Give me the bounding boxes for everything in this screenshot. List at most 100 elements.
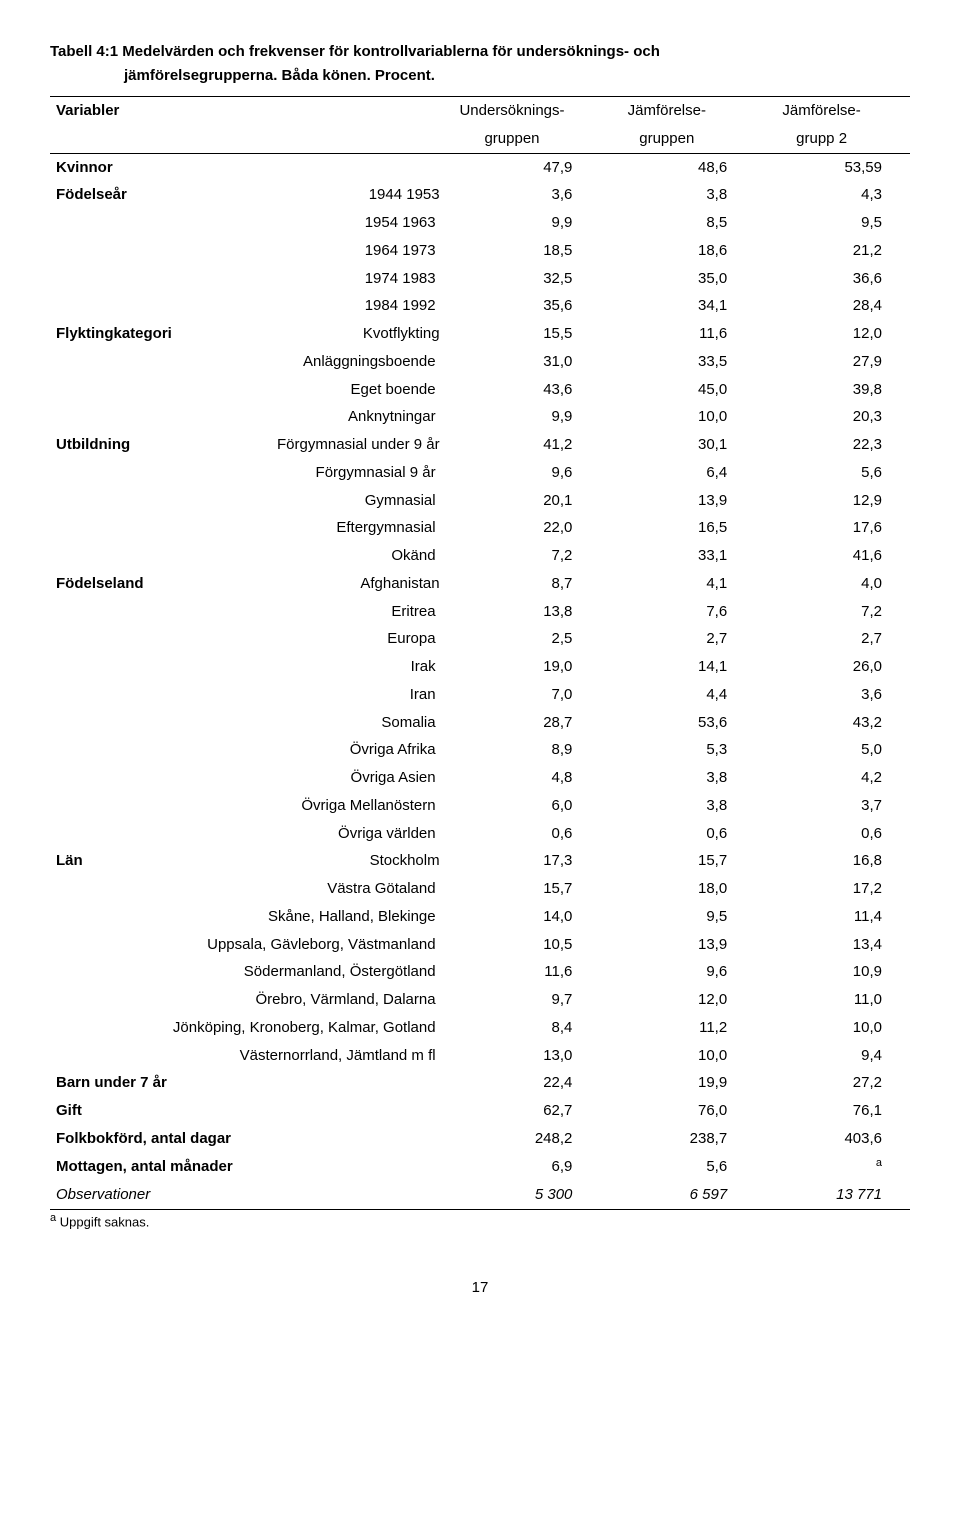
table-row: Örebro, Värmland, Dalarna9,712,011,0 <box>50 986 910 1014</box>
cell-value: 9,5 <box>755 209 910 237</box>
cell-value: 41,2 <box>446 431 601 459</box>
cell-value: 47,9 <box>446 153 601 181</box>
row-label: Förgymnasial 9 år <box>50 459 446 487</box>
cell-value: 13,8 <box>446 598 601 626</box>
table-row: 1954 19639,98,59,5 <box>50 209 910 237</box>
cell-value: 4,2 <box>755 764 910 792</box>
header-col1a: Undersöknings- <box>446 97 601 125</box>
row-label: Somalia <box>50 709 446 737</box>
cell-value: a <box>755 1153 910 1182</box>
row-label: Gift <box>50 1097 446 1125</box>
row-label: Övriga Afrika <box>50 736 446 764</box>
cell-value: 10,0 <box>755 1014 910 1042</box>
table-row: Mottagen, antal månader6,95,6a <box>50 1153 910 1182</box>
cell-value: 9,9 <box>446 403 601 431</box>
cell-value: 45,0 <box>600 376 755 404</box>
table-body: Kvinnor47,948,653,59Födelseår1944 19533,… <box>50 153 910 1210</box>
cell-value: 5 300 <box>446 1181 601 1209</box>
table-row: Skåne, Halland, Blekinge14,09,511,4 <box>50 903 910 931</box>
cell-value: 3,7 <box>755 792 910 820</box>
row-label: FödelselandAfghanistan <box>50 570 446 598</box>
cell-value: 48,6 <box>600 153 755 181</box>
title-line-2: jämförelsegrupperna. Båda könen. Procent… <box>50 67 435 84</box>
row-label: Folkbokförd, antal dagar <box>50 1125 446 1153</box>
cell-value: 15,7 <box>446 875 601 903</box>
cell-value: 10,0 <box>600 403 755 431</box>
cell-value: 35,0 <box>600 265 755 293</box>
cell-value: 19,0 <box>446 653 601 681</box>
footnote-text: Uppgift saknas. <box>56 1214 149 1229</box>
page-number: 17 <box>50 1279 910 1296</box>
cell-value: 5,6 <box>600 1153 755 1182</box>
table-row: Okänd7,233,141,6 <box>50 542 910 570</box>
cell-value: 53,6 <box>600 709 755 737</box>
row-label: Örebro, Värmland, Dalarna <box>50 986 446 1014</box>
cell-value: 41,6 <box>755 542 910 570</box>
cell-value: 14,1 <box>600 653 755 681</box>
row-label: Eftergymnasial <box>50 514 446 542</box>
cell-value: 16,8 <box>755 847 910 875</box>
cell-value: 9,6 <box>446 459 601 487</box>
cell-value: 10,9 <box>755 958 910 986</box>
table-row: LänStockholm17,315,716,8 <box>50 847 910 875</box>
cell-value: 8,9 <box>446 736 601 764</box>
cell-value: 4,8 <box>446 764 601 792</box>
cell-value: 2,7 <box>755 625 910 653</box>
table-row: Folkbokförd, antal dagar248,2238,7403,6 <box>50 1125 910 1153</box>
cell-value: 7,2 <box>446 542 601 570</box>
header-col3b: grupp 2 <box>755 125 910 153</box>
cell-value: 10,0 <box>600 1042 755 1070</box>
cell-value: 9,6 <box>600 958 755 986</box>
cell-value: 15,5 <box>446 320 601 348</box>
cell-value: 33,5 <box>600 348 755 376</box>
table-row: Observationer5 3006 59713 771 <box>50 1181 910 1209</box>
header-col1b: gruppen <box>446 125 601 153</box>
cell-value: 10,5 <box>446 931 601 959</box>
row-label: Eritrea <box>50 598 446 626</box>
cell-value: 27,2 <box>755 1069 910 1097</box>
table-row: Somalia28,753,643,2 <box>50 709 910 737</box>
cell-value: 3,6 <box>446 181 601 209</box>
cell-value: 11,2 <box>600 1014 755 1042</box>
cell-value: 13,9 <box>600 931 755 959</box>
table-row: Övriga världen0,60,60,6 <box>50 820 910 848</box>
row-label: Kvinnor <box>50 153 446 181</box>
table-row: Eftergymnasial22,016,517,6 <box>50 514 910 542</box>
cell-value: 5,0 <box>755 736 910 764</box>
table-row: Jönköping, Kronoberg, Kalmar, Gotland8,4… <box>50 1014 910 1042</box>
cell-value: 11,6 <box>600 320 755 348</box>
cell-value: 76,0 <box>600 1097 755 1125</box>
cell-value: 53,59 <box>755 153 910 181</box>
table-row: 1974 198332,535,036,6 <box>50 265 910 293</box>
cell-value: 4,1 <box>600 570 755 598</box>
table-row: Södermanland, Östergötland11,69,610,9 <box>50 958 910 986</box>
cell-value: 4,0 <box>755 570 910 598</box>
cell-value: 0,6 <box>446 820 601 848</box>
table-row: Övriga Asien4,83,84,2 <box>50 764 910 792</box>
table-row: Iran7,04,43,6 <box>50 681 910 709</box>
row-label: Övriga världen <box>50 820 446 848</box>
table-row: Övriga Afrika8,95,35,0 <box>50 736 910 764</box>
header-col2b: gruppen <box>600 125 755 153</box>
cell-value: 3,8 <box>600 764 755 792</box>
table-row: Eget boende43,645,039,8 <box>50 376 910 404</box>
cell-value: 4,4 <box>600 681 755 709</box>
cell-value: 30,1 <box>600 431 755 459</box>
cell-value: 13,0 <box>446 1042 601 1070</box>
cell-value: 0,6 <box>600 820 755 848</box>
cell-value: 238,7 <box>600 1125 755 1153</box>
cell-value: 17,6 <box>755 514 910 542</box>
cell-value: 3,8 <box>600 181 755 209</box>
cell-value: 14,0 <box>446 903 601 931</box>
cell-value: 9,9 <box>446 209 601 237</box>
row-label: Europa <box>50 625 446 653</box>
row-label: Övriga Asien <box>50 764 446 792</box>
cell-value: 13,9 <box>600 487 755 515</box>
row-label: Jönköping, Kronoberg, Kalmar, Gotland <box>50 1014 446 1042</box>
cell-value: 27,9 <box>755 348 910 376</box>
row-label: Irak <box>50 653 446 681</box>
table-row: Uppsala, Gävleborg, Västmanland10,513,91… <box>50 931 910 959</box>
row-label: Födelseår1944 1953 <box>50 181 446 209</box>
cell-value: 28,4 <box>755 292 910 320</box>
cell-value: 18,6 <box>600 237 755 265</box>
